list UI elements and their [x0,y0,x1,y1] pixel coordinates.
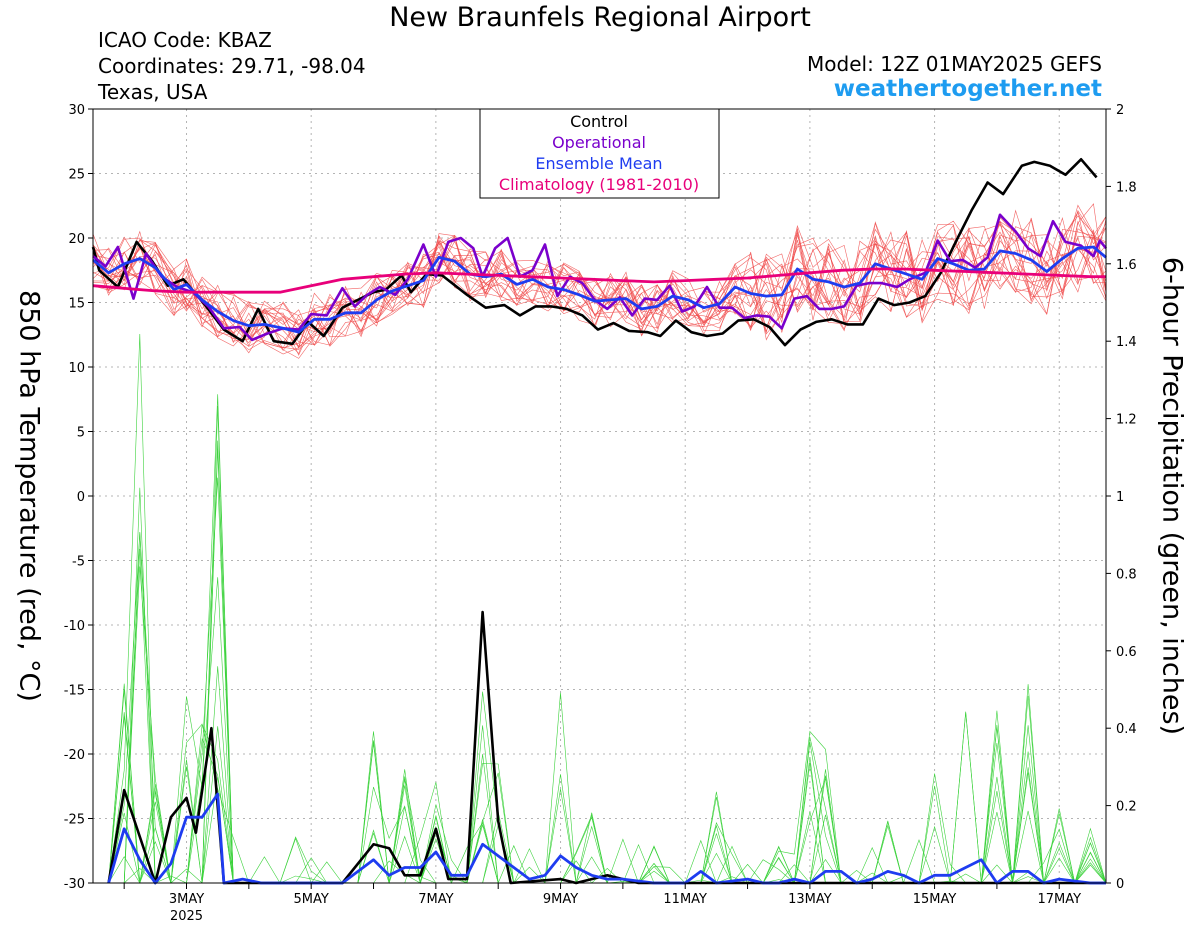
precipitation-member-line [108,333,1107,884]
precipitation-member-line [108,715,1107,884]
precipitation-member-line [108,666,1107,884]
site-link[interactable]: weathertogether.net [833,76,1102,102]
legend-item-control: Control [570,112,628,131]
temperature-member-line [92,209,1107,347]
legend-item-operational: Operational [552,133,646,152]
temperature-member-line [92,211,1107,348]
x-tick-label: 15MAY [913,892,957,907]
precipitation-member-line [108,725,1107,884]
y-tick-label-right: 1.6 [1116,258,1137,273]
x-tick-label: 11MAY [663,892,707,907]
y-tick-label-left: -20 [64,748,85,763]
x-tick-label: 13MAY [788,892,832,907]
x-tick-label: 3MAY [169,892,204,907]
location: Texas, USA [98,80,208,104]
temperature-climatology-1981-2010-line [92,267,1106,294]
legend: Control Operational Ensemble Mean Climatolo… [479,108,720,199]
legend-item-mean: Ensemble Mean [535,154,662,173]
model-run: Model: 12Z 01MAY2025 GEFS [807,52,1102,76]
temperature-ensemble-mean-line [92,245,1107,334]
y-tick-label-left: 15 [68,297,85,312]
x-tick-label: 9MAY [543,892,578,907]
y-tick-label-right: 0.8 [1116,567,1137,582]
y-tick-label-left: -15 [64,684,85,699]
grid-lines [93,109,1106,883]
y-tick-label-left: -25 [64,813,85,828]
legend-item-climatology: Climatology (1981-2010) [499,175,699,194]
precipitation-member-line [108,577,1106,884]
x-tick-label: 7MAY [418,892,453,907]
y-tick-label-left: -5 [72,555,85,570]
precipitation-ensemble-members [108,333,1107,885]
y-tick-label-left: 0 [77,490,85,505]
precipitation-member-line [108,566,1107,884]
temperature-member-line [92,222,1107,350]
temperature-member-line [92,232,1107,346]
y-tick-label-right: 0.6 [1116,645,1137,660]
x-tick-label: 17MAY [1037,892,1081,907]
y-tick-label-right: 0 [1116,877,1124,892]
precipitation-member-line [108,684,1106,884]
precipitation-member-line [108,487,1107,885]
chart-title: New Braunfels Regional Airport [389,2,811,33]
y-tick-label-left: 30 [68,103,85,118]
y-tick-label-left: 25 [68,168,85,183]
y-tick-label-left: -30 [64,877,85,892]
x-tick-sublabel: 2025 [170,909,203,924]
y-tick-label-right: 0.2 [1116,800,1137,815]
y-tick-label-right: 1 [1116,490,1124,505]
legend-box [479,108,720,199]
y-tick-label-right: 0.4 [1116,722,1137,737]
y-tick-label-right: 1.2 [1116,413,1137,428]
y-tick-label-left: 20 [68,232,85,247]
x-tick-label: 5MAY [294,892,329,907]
precipitation-ensemble-mean-line [107,792,1106,885]
y-tick-label-right: 1.4 [1116,335,1137,350]
coordinates: Coordinates: 29.71, -98.04 [98,54,366,78]
y-tick-label-left: 10 [68,361,85,376]
data-series [91,158,1108,885]
temperature-member-line [92,227,1107,347]
icao-code: ICAO Code: KBAZ [98,28,272,52]
precipitation-member-line [108,683,1106,884]
precipitation-control-line [107,610,1106,885]
y-tick-label-right: 2 [1116,103,1124,118]
precipitation-member-line [108,394,1106,885]
temperature-operational-line [92,213,1108,342]
axes: -30-25-20-15-10-505101520253000.20.40.60… [64,103,1137,924]
y-tick-label-right: 1.8 [1116,180,1137,195]
y-tick-label-left: 5 [77,426,85,441]
y-tick-label-left: -10 [64,619,85,634]
precipitation-member-line [108,548,1107,884]
